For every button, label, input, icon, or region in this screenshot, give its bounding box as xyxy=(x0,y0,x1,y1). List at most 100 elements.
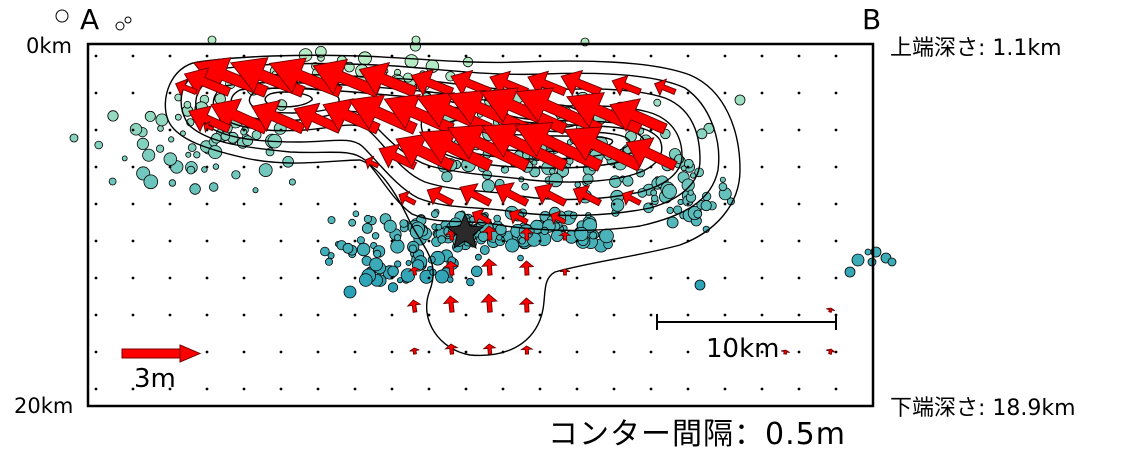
grid-dot xyxy=(834,128,838,132)
aftershock-circle xyxy=(680,165,687,172)
grid-dot xyxy=(131,387,135,391)
arrow-icon xyxy=(518,297,535,313)
grid-dot xyxy=(464,276,468,280)
aftershock-circle xyxy=(342,242,354,254)
grid-dot xyxy=(612,350,616,354)
grid-dot xyxy=(353,276,357,280)
aftershock-circle xyxy=(447,276,454,283)
aftershock-circle xyxy=(518,237,526,245)
aftershock-circle xyxy=(653,98,662,107)
grid-dot xyxy=(94,313,98,317)
aftershock-circle xyxy=(481,179,495,193)
grid-dot xyxy=(242,165,246,169)
grid-dot xyxy=(612,239,616,243)
grid-dot xyxy=(279,239,283,243)
grid-dot xyxy=(649,350,653,354)
arrow-icon xyxy=(443,260,460,276)
aftershock-circle xyxy=(610,198,625,212)
aftershock-circle xyxy=(187,143,197,152)
grid-dot xyxy=(131,202,135,206)
aftershock-circle xyxy=(399,219,409,228)
grid-dot xyxy=(575,387,579,391)
grid-dot xyxy=(205,239,209,243)
grid-dot xyxy=(353,313,357,317)
grid-dot xyxy=(538,313,542,317)
aftershock-circles-top-left xyxy=(55,9,132,31)
grid-dot xyxy=(649,276,653,280)
grid-dot xyxy=(94,91,98,95)
distance-scale-bar xyxy=(656,314,837,330)
aftershock-circle xyxy=(107,110,119,122)
aftershock-circle xyxy=(157,125,164,132)
grid-dot xyxy=(612,54,616,58)
aftershock-circle xyxy=(599,228,614,244)
arrow-icon xyxy=(494,182,530,207)
star-icon xyxy=(445,212,485,250)
aftershock-circle xyxy=(540,226,549,235)
aftershock-circle xyxy=(394,260,402,268)
aftershock-circle xyxy=(343,285,357,299)
aftershock-circle xyxy=(408,244,417,253)
grid-dot xyxy=(390,165,394,169)
grid-dot xyxy=(242,91,246,95)
aftershock-circle xyxy=(441,171,453,183)
arrow-icon xyxy=(826,307,836,313)
aftershock-circle xyxy=(430,210,439,219)
grid-dot xyxy=(686,387,690,391)
aftershock-circle xyxy=(666,216,679,229)
aftershock-circle xyxy=(437,235,446,244)
arrow-icon xyxy=(378,143,418,171)
aftershock-circle xyxy=(693,209,703,219)
aftershock-circle xyxy=(156,144,165,153)
aftershock-circle xyxy=(734,94,746,106)
grid-dot xyxy=(168,54,172,58)
grid-dot xyxy=(168,276,172,280)
grid-dot xyxy=(316,91,320,95)
arrow-icon xyxy=(609,98,668,135)
arrow-icon xyxy=(572,184,603,207)
grid-dot xyxy=(686,165,690,169)
grid-dot xyxy=(723,239,727,243)
grid-dot xyxy=(723,54,727,58)
grid-dot xyxy=(797,202,801,206)
grid-dot xyxy=(834,350,838,354)
aftershock-circle xyxy=(212,163,220,170)
aftershock-circle xyxy=(466,277,475,287)
grid-dot xyxy=(427,239,431,243)
grid-dot xyxy=(131,91,135,95)
aftershock-circle xyxy=(666,206,674,214)
grid-dot xyxy=(686,276,690,280)
grid-dot xyxy=(612,387,616,391)
aftershock-circle xyxy=(696,128,708,140)
grid-dot xyxy=(242,350,246,354)
grid-dot xyxy=(279,276,283,280)
grid-dot xyxy=(279,202,283,206)
aftershock-circle xyxy=(471,265,483,278)
distance-scale-label: 10km xyxy=(706,334,780,364)
aftershock-circle xyxy=(358,51,372,66)
arrow-icon xyxy=(481,122,569,172)
grid-dot xyxy=(686,54,690,58)
arrow-icon xyxy=(781,349,790,355)
aftershock-circle xyxy=(844,266,856,278)
aftershock-circle xyxy=(477,231,489,242)
grid-dot xyxy=(168,239,172,243)
grid-dot xyxy=(834,91,838,95)
grid-dot xyxy=(686,202,690,206)
arrow-icon xyxy=(358,61,418,98)
grid-dot xyxy=(723,202,727,206)
grid-dot xyxy=(316,239,320,243)
arrow-icon xyxy=(398,190,417,207)
aftershock-circle xyxy=(358,273,373,287)
aftershock-circle xyxy=(193,151,201,159)
grid-dot xyxy=(390,313,394,317)
arrow-icon xyxy=(406,299,422,313)
aftershock-circle xyxy=(435,269,449,284)
grid-dot xyxy=(760,276,764,280)
grid-dot xyxy=(538,387,542,391)
grid-dot xyxy=(723,128,727,132)
arrow-icon xyxy=(251,99,306,135)
aftershock-circle xyxy=(121,155,128,162)
arrow-icon xyxy=(621,189,642,207)
grid-dot xyxy=(612,128,616,132)
